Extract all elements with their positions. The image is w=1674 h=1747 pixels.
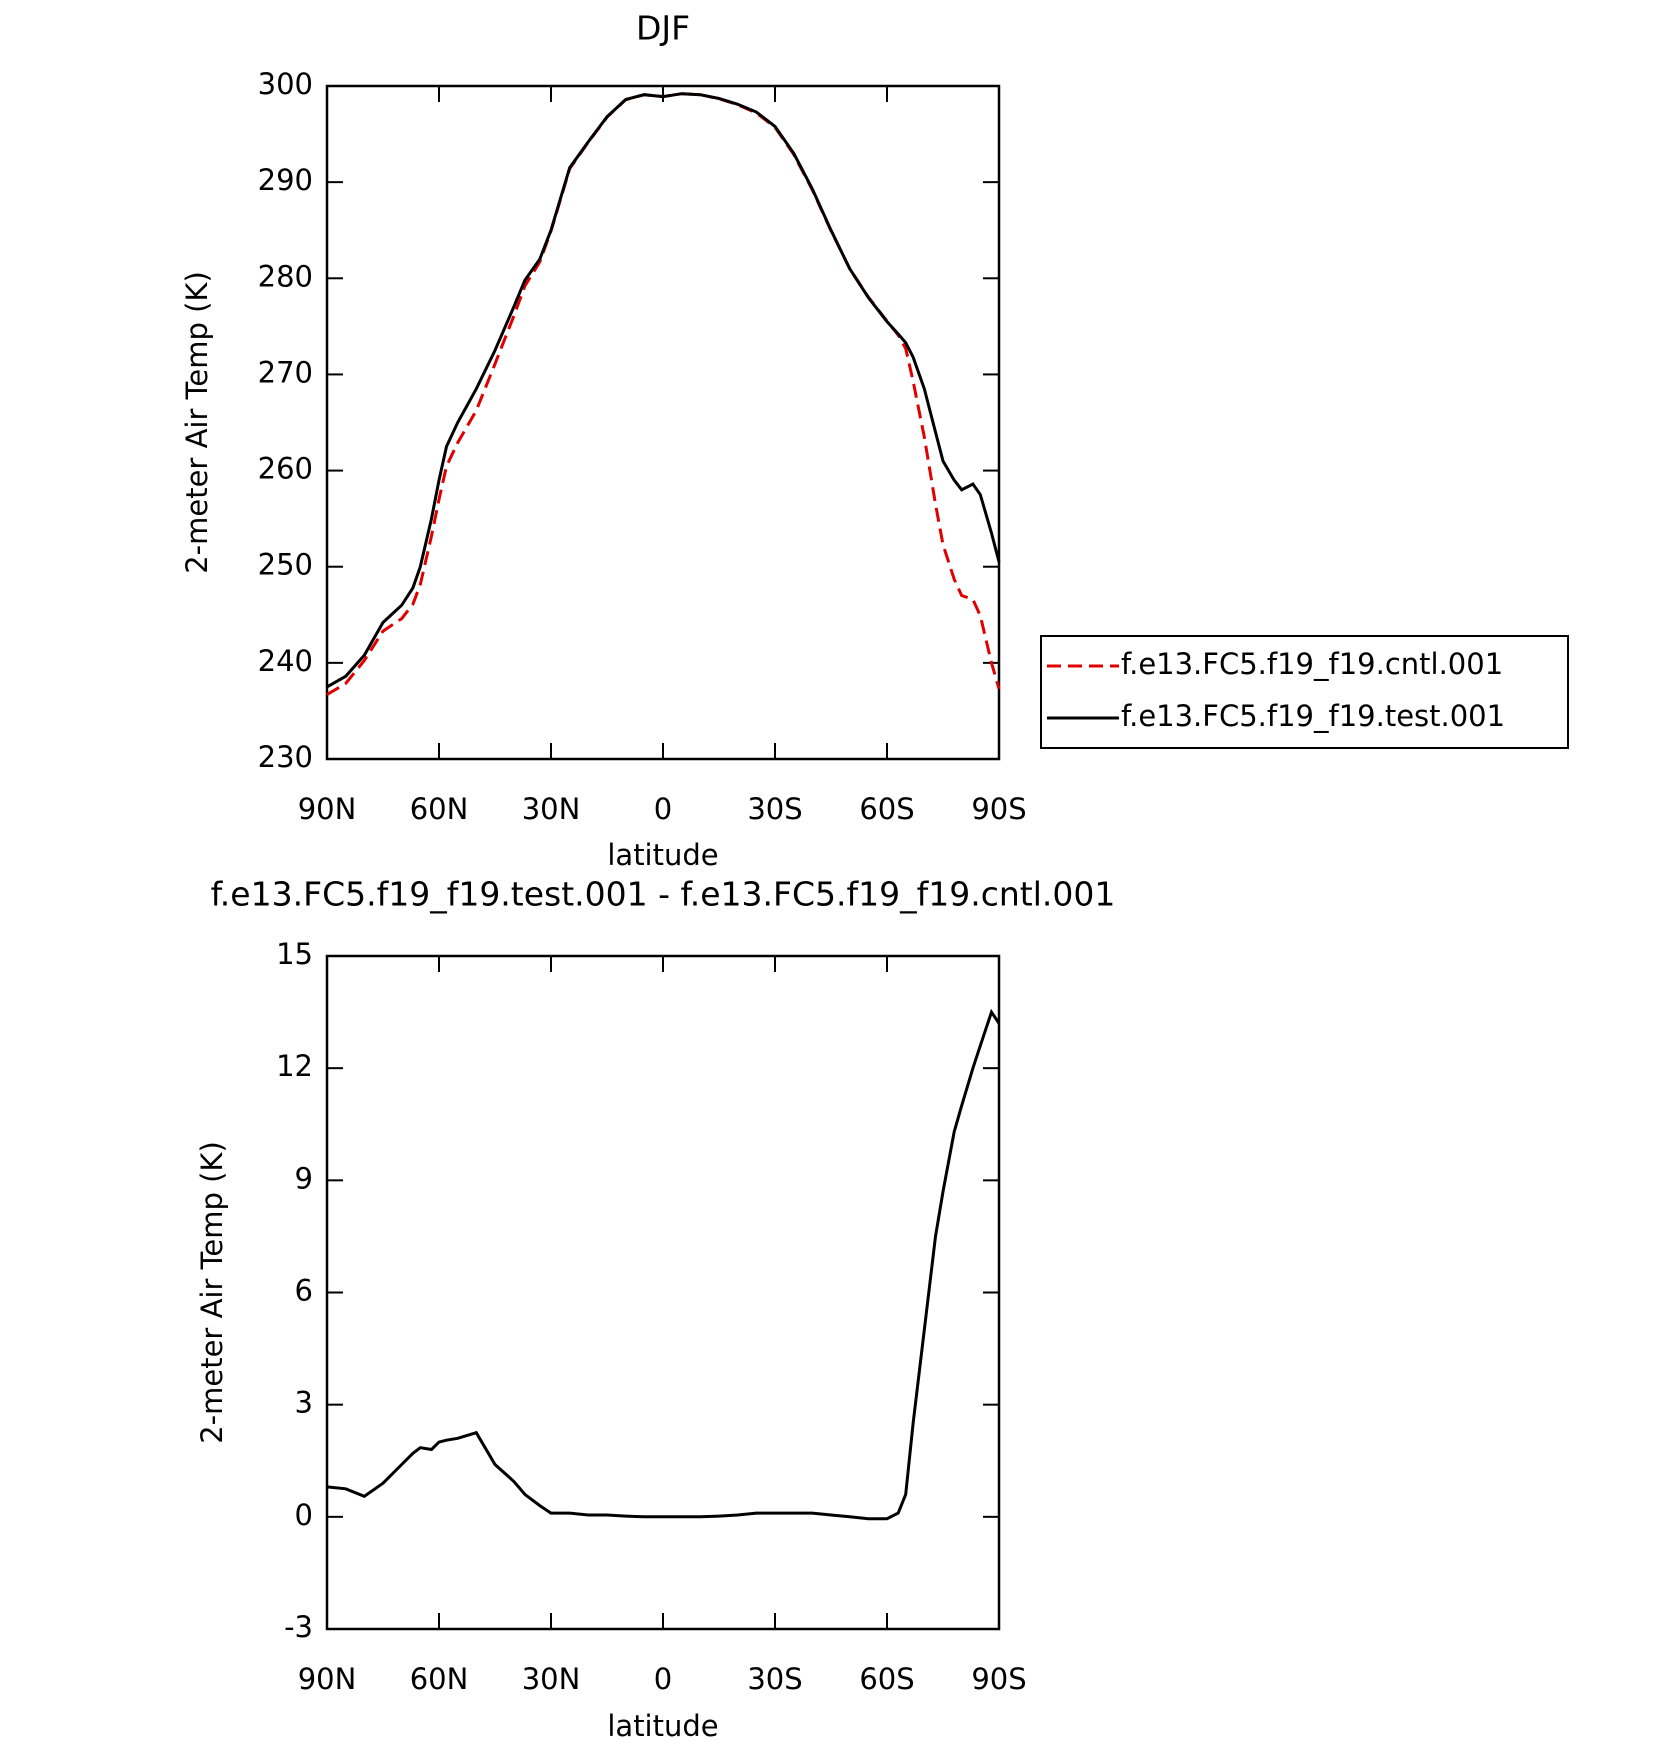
chart-title: f.e13.FC5.f19_f19.test.001 - f.e13.FC5.f… (211, 875, 1116, 914)
y-axis-label: 2-meter Air Temp (K) (180, 271, 214, 574)
y-axis-label: 2-meter Air Temp (K) (195, 1141, 229, 1444)
plot-frame (325, 954, 1001, 1631)
x-tick-label: 90N (298, 792, 357, 826)
x-axis-label: latitude (607, 838, 718, 872)
y-tick-label: 250 (258, 548, 313, 582)
y-tick-label: 290 (258, 163, 313, 197)
legend-label: f.e13.FC5.f19_f19.cntl.001 (1121, 647, 1503, 681)
legend-box (1040, 635, 1569, 749)
x-axis-label: latitude (607, 1709, 718, 1743)
y-tick-label: 260 (258, 452, 313, 486)
plot-frame (325, 84, 1001, 761)
data-line (326, 92, 1001, 689)
x-tick-label: 30S (747, 792, 802, 826)
y-tick-label: 230 (258, 740, 313, 774)
y-tick-label: 240 (258, 644, 313, 678)
x-tick-label: 0 (654, 1662, 672, 1696)
chart-title: DJF (636, 9, 690, 48)
y-tick-label: 0 (295, 1498, 313, 1532)
y-tick-label: 270 (258, 355, 313, 389)
y-tick-label: -3 (284, 1610, 313, 1644)
x-tick-label: 90S (971, 1662, 1026, 1696)
data-line (326, 92, 1001, 696)
legend-label: f.e13.FC5.f19_f19.test.001 (1121, 699, 1505, 733)
x-tick-label: 0 (654, 792, 672, 826)
y-tick-label: 6 (295, 1274, 313, 1308)
y-tick-label: 300 (258, 67, 313, 101)
x-tick-label: 60S (859, 792, 914, 826)
x-tick-label: 60N (410, 1662, 469, 1696)
x-tick-label: 30N (522, 792, 581, 826)
x-tick-label: 30N (522, 1662, 581, 1696)
y-tick-label: 9 (295, 1161, 313, 1195)
x-tick-label: 30S (747, 1662, 802, 1696)
x-tick-label: 60N (410, 792, 469, 826)
data-line (326, 1008, 1001, 1521)
y-tick-label: 12 (276, 1049, 313, 1083)
x-tick-label: 90S (971, 792, 1026, 826)
y-tick-label: 280 (258, 259, 313, 293)
y-tick-label: 3 (295, 1386, 313, 1420)
y-tick-label: 15 (276, 937, 313, 971)
x-tick-label: 90N (298, 1662, 357, 1696)
x-tick-label: 60S (859, 1662, 914, 1696)
